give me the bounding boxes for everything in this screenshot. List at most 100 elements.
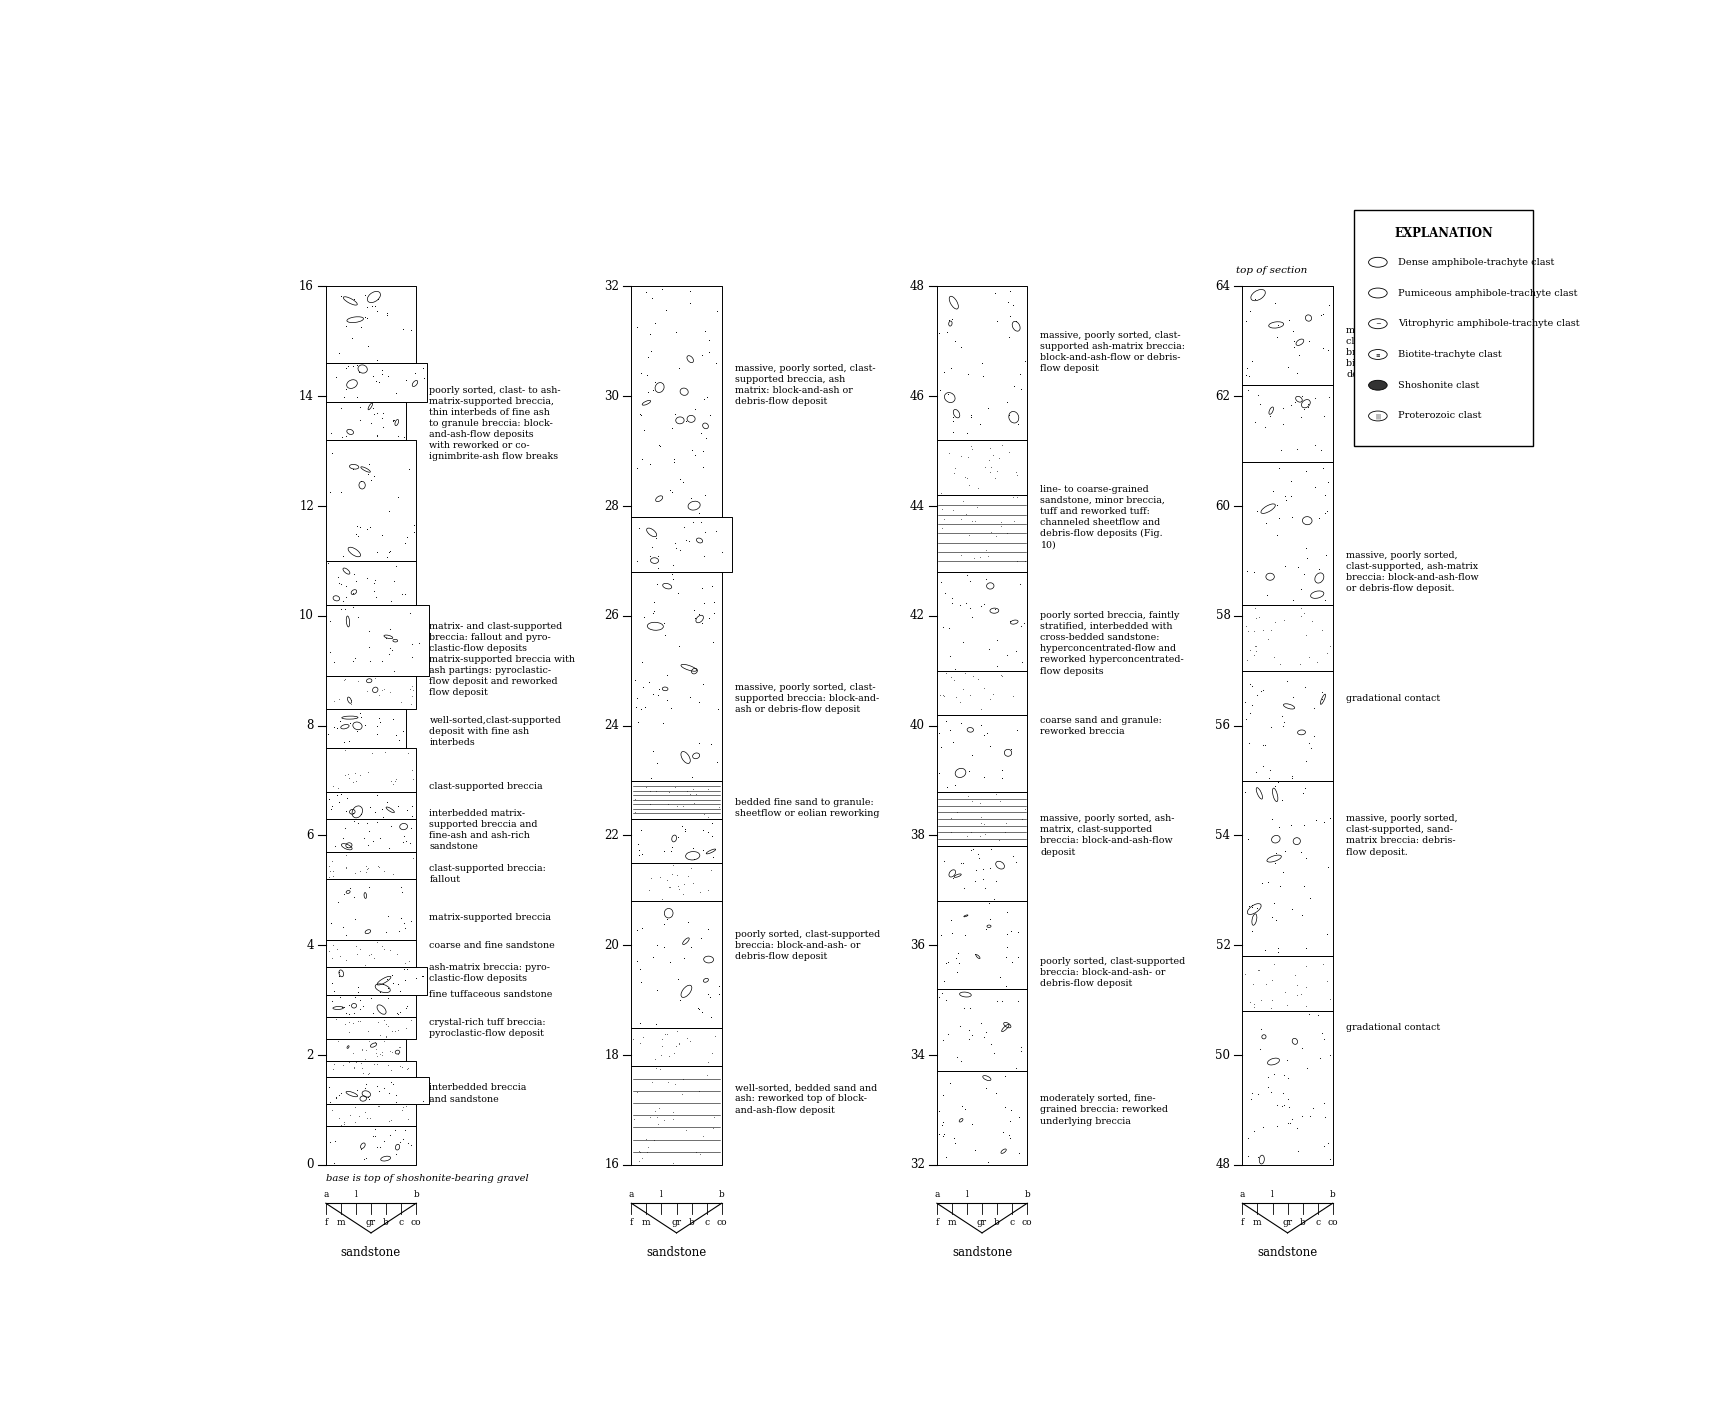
Point <box>698 733 725 756</box>
Point <box>1304 558 1332 580</box>
Point <box>353 811 381 834</box>
Bar <box>631 1028 722 1067</box>
Text: massive, poorly sorted,
clast-supported, ash-matrix
breccia: block-and-ash-flow
: massive, poorly sorted, clast-supported,… <box>1345 550 1479 593</box>
Point <box>951 662 979 684</box>
Point <box>333 800 360 823</box>
Point <box>355 635 382 657</box>
Point <box>632 696 660 719</box>
Point <box>394 742 422 764</box>
Point <box>399 804 427 827</box>
Point <box>1308 687 1335 710</box>
Point <box>636 670 663 693</box>
Bar <box>631 863 722 901</box>
Point <box>343 1078 370 1101</box>
Text: ~: ~ <box>1375 321 1381 327</box>
Point <box>938 921 965 944</box>
Point <box>1234 356 1262 379</box>
Point <box>950 851 977 874</box>
Point <box>315 723 343 746</box>
Point <box>1243 606 1270 629</box>
Point <box>636 878 663 901</box>
Text: massive, poorly sorted,
clast-supported, sand-
matrix breccia: debris-
flow depo: massive, poorly sorted, clast-supported,… <box>1345 814 1457 857</box>
Point <box>1236 673 1263 696</box>
Text: bedded fine sand to granule:
sheetflow or eolian reworking: bedded fine sand to granule: sheetflow o… <box>735 799 879 819</box>
Text: f: f <box>1241 1218 1244 1226</box>
Point <box>962 1139 989 1162</box>
Point <box>941 456 968 479</box>
Point <box>393 1017 420 1040</box>
Point <box>363 1037 391 1060</box>
Point <box>369 401 396 424</box>
Point <box>360 1052 387 1075</box>
Point <box>643 1057 670 1079</box>
Point <box>665 582 692 605</box>
Point <box>331 669 358 692</box>
Point <box>646 866 674 888</box>
Text: 22: 22 <box>605 829 619 841</box>
Point <box>938 666 965 689</box>
Point <box>650 935 677 958</box>
Point <box>382 767 410 790</box>
Point <box>1291 676 1318 699</box>
Point <box>355 453 382 476</box>
Text: well-sorted,clast-supported
deposit with fine ash
interbeds: well-sorted,clast-supported deposit with… <box>430 716 560 747</box>
Point <box>677 486 704 509</box>
Point <box>1279 764 1306 787</box>
Text: l: l <box>660 1189 663 1199</box>
Point <box>694 777 722 800</box>
Text: 46: 46 <box>910 389 926 402</box>
Point <box>1309 404 1337 426</box>
Point <box>975 891 1003 914</box>
Point <box>355 1062 382 1085</box>
Point <box>379 707 406 730</box>
Point <box>379 773 406 796</box>
Point <box>627 1031 655 1054</box>
Point <box>324 777 351 800</box>
Point <box>336 729 363 752</box>
Point <box>1268 1095 1296 1118</box>
Point <box>391 913 418 935</box>
Point <box>687 578 715 600</box>
Point <box>324 1030 351 1052</box>
Point <box>1279 1108 1306 1131</box>
Point <box>348 1038 375 1061</box>
Point <box>675 910 703 933</box>
Point <box>972 876 999 898</box>
Point <box>629 676 656 699</box>
Point <box>341 1055 369 1078</box>
Point <box>405 632 432 655</box>
Point <box>367 710 394 733</box>
Point <box>331 763 358 786</box>
Point <box>381 570 408 593</box>
Point <box>704 983 732 1005</box>
Point <box>1279 898 1306 921</box>
Point <box>655 876 682 898</box>
Point <box>358 295 386 318</box>
Point <box>956 596 984 619</box>
Point <box>660 1107 687 1129</box>
Point <box>927 482 955 505</box>
Point <box>672 528 699 550</box>
Point <box>351 954 379 977</box>
Point <box>350 1061 377 1084</box>
Text: poorly sorted, clast-supported
breccia: block-and-ash- or
debris-flow deposit: poorly sorted, clast-supported breccia: … <box>1040 957 1186 988</box>
Point <box>1008 807 1035 830</box>
Point <box>962 943 989 965</box>
Point <box>624 950 651 973</box>
Point <box>1292 994 1320 1017</box>
Bar <box>326 676 417 709</box>
Point <box>670 515 698 538</box>
Point <box>336 712 363 734</box>
Point <box>965 824 992 847</box>
Point <box>343 934 370 957</box>
Point <box>941 669 968 692</box>
Point <box>987 990 1015 1012</box>
Point <box>926 1122 953 1145</box>
Point <box>974 396 1001 419</box>
Point <box>992 391 1020 414</box>
Point <box>996 1127 1023 1149</box>
Point <box>317 911 345 934</box>
Point <box>1253 583 1280 606</box>
Point <box>931 508 958 530</box>
Point <box>1277 394 1304 416</box>
